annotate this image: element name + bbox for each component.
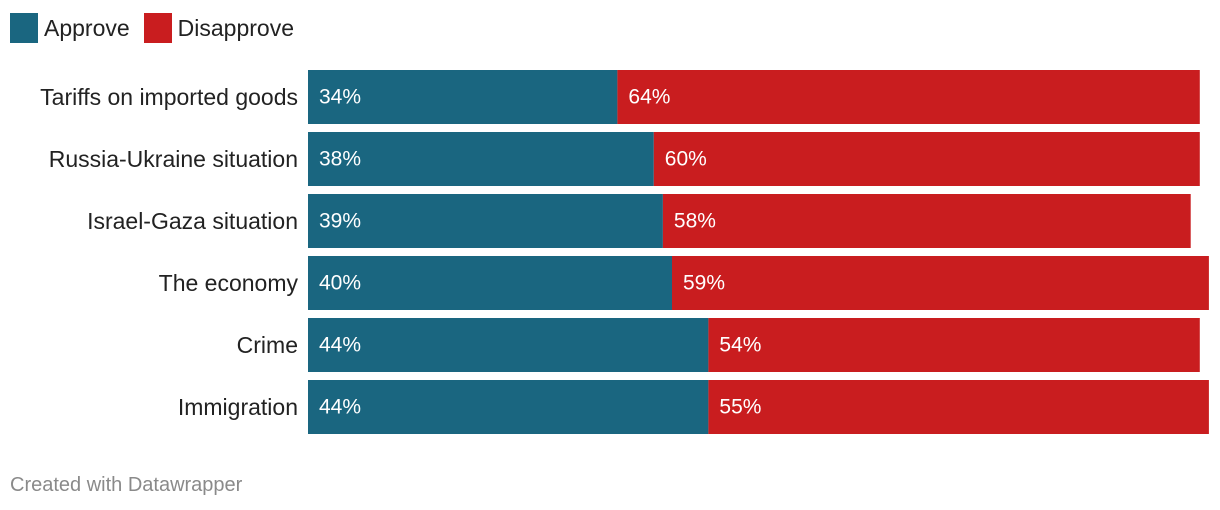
bar-row: The economy 40% 59%: [159, 256, 1209, 310]
data-label-disapprove: 64%: [628, 86, 670, 109]
stacked-bar-chart: Tariffs on imported goods 34% 64% Russia-Uk…: [40, 70, 1209, 434]
data-label-disapprove: 54%: [719, 334, 761, 357]
legend-swatch-disapprove: [143, 13, 172, 43]
bar-segment-disapprove: [617, 70, 1200, 124]
bar-segment-approve: [308, 318, 709, 372]
legend-swatch-approve: [10, 13, 38, 43]
bar-segment-approve: [308, 70, 618, 124]
category-label: Immigration: [178, 394, 298, 420]
category-label: The economy: [159, 270, 299, 296]
category-label: Russia-Ukraine situation: [49, 146, 298, 172]
bar-segment-disapprove: [708, 380, 1209, 434]
category-label: Crime: [237, 332, 298, 358]
data-label-disapprove: 59%: [683, 272, 725, 295]
bar-segment-approve: [308, 132, 654, 186]
data-label-approve: 34%: [319, 86, 361, 109]
data-label-approve: 44%: [319, 396, 361, 419]
data-label-approve: 38%: [319, 148, 361, 171]
legend: Approve Disapprove: [10, 12, 308, 44]
category-label: Tariffs on imported goods: [40, 84, 298, 110]
bar-segment-approve: [308, 194, 663, 248]
bar-segment-disapprove: [662, 194, 1191, 248]
bar-row: Israel-Gaza situation 39% 58%: [87, 194, 1191, 248]
bar-segment-approve: [308, 380, 709, 434]
bar-row: Russia-Ukraine situation 38% 60%: [49, 132, 1200, 186]
bar-segment-disapprove: [653, 132, 1200, 186]
legend-item-approve: Approve: [10, 13, 130, 43]
legend-item-disapprove: Disapprove: [143, 13, 295, 43]
data-label-disapprove: 58%: [674, 210, 716, 233]
bar-segment-disapprove: [672, 256, 1209, 310]
bar-segment-disapprove: [708, 318, 1200, 372]
data-label-disapprove: 60%: [665, 148, 707, 171]
legend-label-disapprove: Disapprove: [177, 14, 295, 41]
bar-row: Crime 44% 54%: [237, 318, 1200, 372]
data-label-approve: 40%: [319, 272, 361, 295]
bar-row: Tariffs on imported goods 34% 64%: [40, 70, 1200, 124]
footer-credit: Created with Datawrapper: [10, 474, 243, 496]
bar-row: Immigration 44% 55%: [178, 380, 1209, 434]
bar-segment-approve: [308, 256, 672, 310]
legend-label-approve: Approve: [44, 14, 130, 41]
category-label: Israel-Gaza situation: [87, 208, 298, 234]
data-label-disapprove: 55%: [719, 396, 761, 419]
data-label-approve: 44%: [319, 334, 361, 357]
data-label-approve: 39%: [319, 210, 361, 233]
